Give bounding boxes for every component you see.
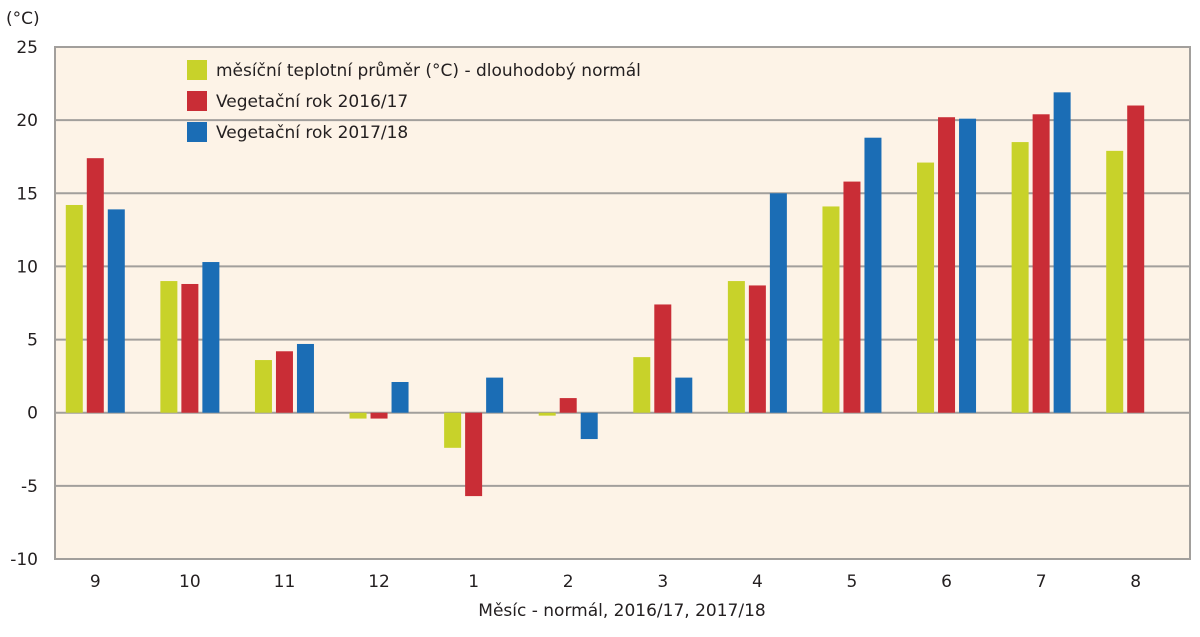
plot-frame <box>54 46 1191 560</box>
bar-2-month-10 <box>181 283 199 413</box>
bar-1-month-5 <box>822 206 840 413</box>
bar-2-month-3 <box>654 304 672 413</box>
bar-2-month-8 <box>1127 105 1145 413</box>
bar-3-month-10 <box>202 262 220 413</box>
bar-3-month-7 <box>1053 92 1071 413</box>
x-tick-label: 6 <box>941 572 952 592</box>
x-tick-label: 4 <box>752 572 763 592</box>
bar-2-month-6 <box>938 117 956 413</box>
bar-2-month-1 <box>465 412 483 497</box>
plot-area <box>55 47 1190 559</box>
y-tick-label: 10 <box>16 257 38 277</box>
bar-2-month-5 <box>843 181 861 413</box>
x-tick-label: 2 <box>563 572 574 592</box>
bar-3-month-5 <box>864 137 882 413</box>
y-tick-label: -10 <box>10 550 38 570</box>
x-tick-label: 9 <box>90 572 101 592</box>
x-tick-label: 3 <box>657 572 668 592</box>
bar-3-month-1 <box>486 377 504 413</box>
y-tick-label: -5 <box>21 477 38 497</box>
bar-1-month-11 <box>254 360 272 413</box>
legend-label: Vegetační rok 2016/17 <box>216 92 408 112</box>
bar-1-month-8 <box>1106 150 1124 413</box>
bar-3-month-2 <box>580 412 598 440</box>
bar-1-month-10 <box>160 281 178 413</box>
gridlines <box>55 119 1190 487</box>
legend-swatch <box>187 60 207 80</box>
bar-1-month-2 <box>538 412 556 416</box>
y-tick-label: 20 <box>16 111 38 131</box>
bar-1-month-12 <box>349 412 367 419</box>
y-tick-label: 25 <box>16 38 38 58</box>
bars <box>65 92 1145 497</box>
legend-swatch <box>187 91 207 111</box>
y-unit-label: (°C) <box>6 9 40 29</box>
x-tick-label: 10 <box>179 572 201 592</box>
x-tick-label: 8 <box>1130 572 1141 592</box>
x-tick-label: 7 <box>1036 572 1047 592</box>
bar-3-month-9 <box>107 209 125 413</box>
x-axis-ticks: 9 10 11 12 1 2 3 4 5 6 7 8 <box>90 572 1141 592</box>
legend: měsíční teplotní průměr (°C) - dlouhodob… <box>187 60 641 143</box>
bar-1-month-9 <box>65 204 83 413</box>
bar-1-month-6 <box>917 162 935 413</box>
bar-1-month-4 <box>727 281 745 413</box>
bar-2-month-2 <box>559 398 577 413</box>
legend-label: Vegetační rok 2017/18 <box>216 123 408 143</box>
bar-3-month-4 <box>769 193 787 413</box>
bar-3-month-11 <box>296 343 314 413</box>
bar-3-month-12 <box>391 381 409 413</box>
legend-label: měsíční teplotní průměr (°C) - dlouhodob… <box>216 61 641 81</box>
bar-1-month-1 <box>444 412 462 448</box>
bar-2-month-12 <box>370 412 388 419</box>
legend-swatch <box>187 122 207 142</box>
x-tick-label: 12 <box>368 572 390 592</box>
bar-1-month-7 <box>1011 142 1029 413</box>
y-axis-ticks: 25 20 15 10 5 0 -5 -10 <box>10 38 38 570</box>
bar-3-month-3 <box>675 377 693 413</box>
y-tick-label: 5 <box>27 331 38 351</box>
x-axis-title: Měsíc - normál, 2016/17, 2017/18 <box>478 601 765 621</box>
bar-2-month-7 <box>1032 114 1050 413</box>
bar-2-month-9 <box>86 158 104 413</box>
x-tick-label: 11 <box>274 572 296 592</box>
bar-3-month-6 <box>959 118 977 413</box>
bar-1-month-3 <box>633 357 651 413</box>
x-tick-label: 5 <box>847 572 858 592</box>
bar-2-month-11 <box>275 351 293 413</box>
y-tick-label: 15 <box>16 184 38 204</box>
y-tick-label: 0 <box>27 404 38 424</box>
bar-2-month-4 <box>748 285 766 413</box>
x-tick-label: 1 <box>468 572 479 592</box>
